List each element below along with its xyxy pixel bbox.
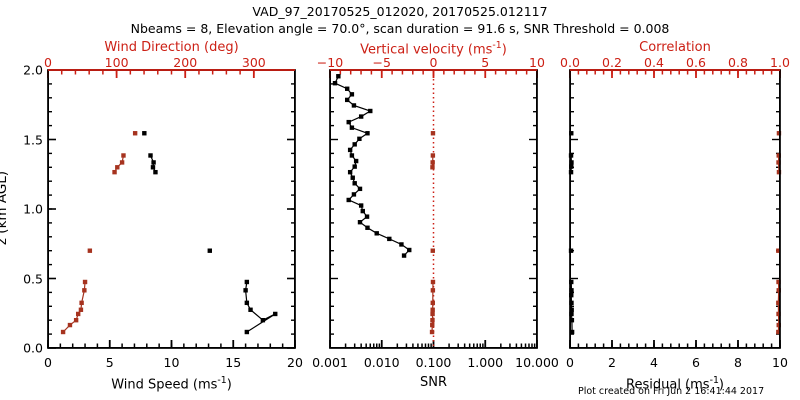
bottom-tick-label: 0 [566, 355, 574, 370]
bottom-tick-label: 0 [44, 355, 52, 370]
plot-timestamp: Plot created on Fri Jun 2 16:41:44 2017 [578, 386, 765, 397]
bottom-tick-label: 0.010 [363, 355, 400, 370]
bottom-tick-label: 5 [105, 355, 114, 370]
y-tick-label: 0.5 [23, 271, 43, 286]
bottom-tick-label: 0.001 [312, 355, 348, 370]
y-tick-label: 1.0 [23, 201, 43, 217]
bottom-tick-label: 10 [163, 355, 180, 370]
bottom-tick-label: 8 [734, 355, 742, 370]
wind-direction-profile [60, 131, 138, 335]
bottom-tick-label: 15 [225, 355, 242, 370]
panel-residual [570, 70, 780, 348]
bottom-tick-label: 4 [650, 355, 658, 370]
figure-title-main: VAD_97_20170525_012020, 20170525.012117 [252, 4, 548, 19]
panel-residual-bottom-title: Residual (ms-1) [626, 375, 724, 393]
snr-profile [332, 74, 412, 258]
panel-wind-top-title: Wind Direction (deg) [104, 40, 239, 55]
top-tick-label: 0 [429, 55, 438, 70]
top-tick-label: −5 [372, 55, 391, 70]
top-tick-label: −10 [316, 55, 344, 70]
top-tick-label: 0.6 [686, 55, 706, 70]
top-tick-label: 1.0 [770, 55, 790, 70]
top-tick-label: 10 [529, 55, 545, 70]
top-tick-label: 5 [481, 55, 490, 70]
y-tick-label: 0.0 [23, 340, 43, 356]
panel-wind [48, 70, 295, 348]
bottom-tick-label: 1.000 [467, 355, 504, 370]
panel-snr-top-title: Vertical velocity (ms-1) [360, 40, 507, 58]
top-tick-label: 0.4 [644, 55, 664, 70]
figure-title-sub: Nbeams = 8, Elevation angle = 70.0°, sca… [130, 21, 670, 36]
top-tick-label: 100 [104, 55, 129, 70]
bottom-tick-label: 6 [692, 355, 700, 370]
bottom-tick-label: 0.100 [415, 355, 452, 370]
bottom-tick-label: 2 [608, 355, 616, 370]
top-tick-label: 0.0 [560, 55, 580, 70]
panel-residual-top-title: Correlation [639, 40, 711, 55]
wind-speed-profile [142, 131, 278, 335]
top-tick-label: 0.2 [602, 55, 622, 70]
panel-snr-bottom-title: SNR [419, 375, 448, 390]
bottom-tick-label: 20 [287, 355, 303, 370]
y-tick-label: 2.0 [23, 62, 43, 78]
top-tick-label: 300 [241, 55, 266, 70]
top-tick-label: 200 [173, 55, 198, 70]
correlation-profile [776, 131, 782, 335]
top-tick-label: 0.8 [728, 55, 748, 70]
bottom-tick-label: 10.000 [515, 355, 559, 370]
residual-profile [568, 131, 575, 335]
y-tick-label: 1.5 [23, 132, 43, 147]
panel-wind-bottom-title: Wind Speed (ms-1) [111, 375, 232, 393]
vertical-velocity-profile [429, 131, 436, 335]
top-tick-label: 0 [44, 55, 52, 70]
bottom-tick-label: 10 [772, 355, 788, 370]
